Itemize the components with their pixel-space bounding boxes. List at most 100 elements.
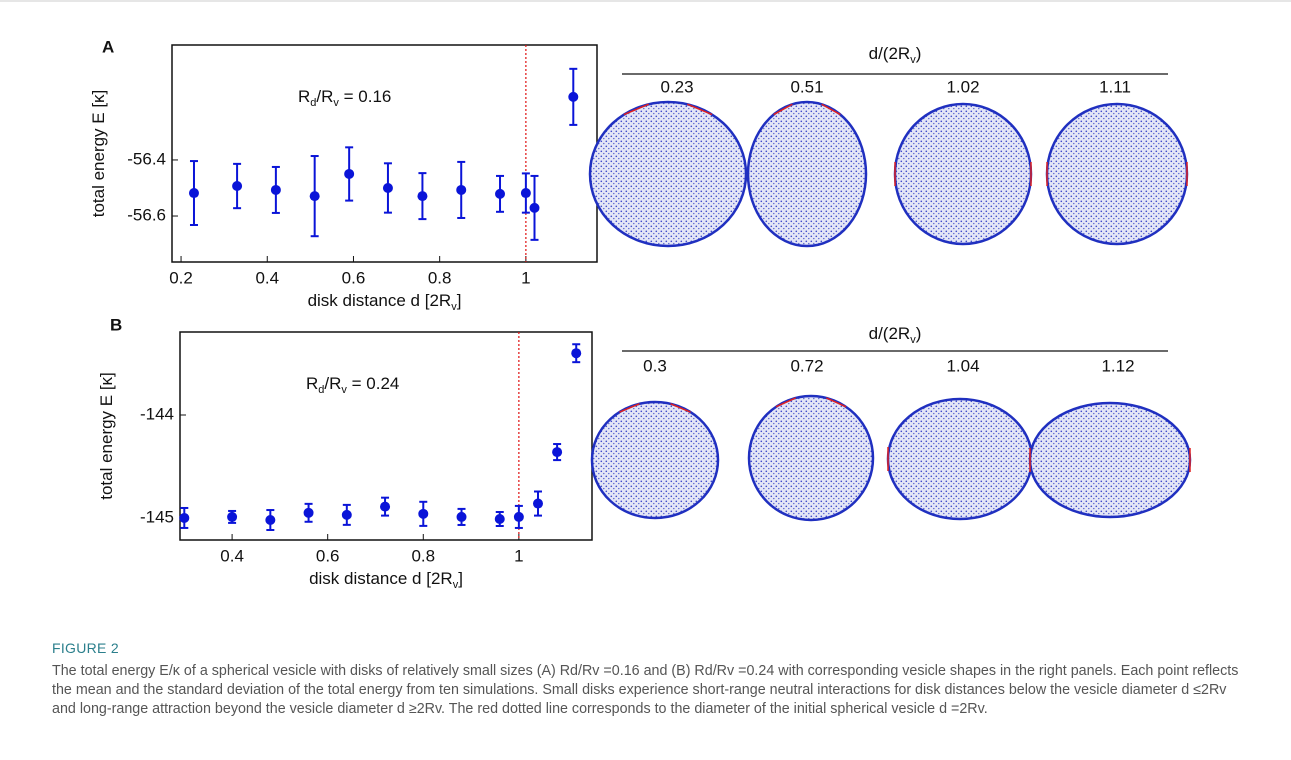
data-point: [382, 182, 393, 193]
shape-panel-title-part: ): [916, 324, 922, 343]
x-axis-title-part: ]: [458, 569, 463, 588]
shape-panel-title-part: ): [916, 44, 922, 63]
data-point: [418, 508, 429, 519]
figure: A0.2 0.4 0.6 0.8 1-56.6-56.4Rd/Rv = 0.16disk…: [0, 0, 1291, 591]
data-point: [341, 509, 352, 520]
disk: [826, 397, 847, 408]
y-axis-title-part: total energy E [κ]: [89, 90, 108, 218]
x-axis-title-part: v: [453, 579, 459, 591]
vesicle: [747, 394, 875, 522]
data-point: [571, 348, 582, 359]
vesicle: [746, 100, 868, 248]
annotation-part: R: [306, 374, 318, 393]
x-tick-label: 0.4: [220, 546, 244, 565]
shape-panel-title: d/(2Rv): [869, 44, 922, 65]
disk: [775, 397, 796, 408]
shape-panel-title-part: v: [910, 334, 916, 346]
shape-label: 1.02: [946, 77, 979, 96]
x-axis-title: disk distance d [2Rv]: [308, 291, 462, 312]
shape-label: 1.04: [946, 356, 979, 375]
x-tick-label: 1: [514, 546, 523, 565]
shape-label: 1.12: [1101, 356, 1134, 375]
annotation-part: d: [310, 97, 316, 109]
caption-text: The total energy E/κ of a spherical vesi…: [52, 663, 1239, 717]
y-axis-title: total energy E [κ]: [97, 372, 116, 500]
annotation-part: d: [318, 384, 324, 396]
y-tick-label: -56.6: [127, 206, 166, 225]
disk: [821, 103, 841, 116]
vesicle: [1045, 102, 1189, 246]
disk: [687, 103, 713, 116]
disk: [773, 103, 793, 116]
x-tick-label: 0.4: [255, 268, 279, 287]
data-point: [227, 511, 238, 522]
caption: FIGURE 2 The total energy E/κ of a spher…: [52, 640, 1247, 719]
annotation: Rd/Rv = 0.16: [298, 87, 391, 108]
disk: [619, 403, 640, 413]
shape-label: 1.11: [1099, 77, 1131, 96]
vesicle: [893, 102, 1033, 246]
data-point: [265, 515, 276, 526]
shape-label: 0.23: [660, 77, 693, 96]
disk: [670, 403, 691, 413]
vesicle: [590, 400, 720, 520]
vesicle: [886, 397, 1034, 521]
shape-label: 0.3: [643, 356, 667, 375]
x-axis-title-part: disk distance d [2R: [309, 569, 453, 588]
x-tick-label: 0.6: [316, 546, 340, 565]
annotation: Rd/Rv = 0.24: [306, 374, 399, 395]
data-point: [179, 512, 190, 523]
data-point: [417, 191, 428, 202]
panel-label: B: [110, 315, 122, 334]
shape-panel-title-part: v: [910, 54, 916, 66]
data-point: [309, 191, 320, 202]
caption-label: FIGURE 2: [52, 640, 119, 656]
y-axis-title: total energy E [κ]: [89, 90, 108, 218]
y-tick-label: -56.4: [127, 149, 166, 168]
shape-label: 0.72: [790, 356, 823, 375]
x-axis-title-part: v: [451, 301, 457, 313]
plot-frame: [179, 331, 593, 541]
x-axis-title: disk distance d [2Rv]: [309, 569, 463, 590]
data-point: [303, 507, 314, 518]
disk: [623, 103, 649, 116]
annotation-part: v: [333, 97, 339, 109]
panel-label: A: [102, 37, 114, 56]
vesicle: [1028, 401, 1192, 519]
shape-panel-title: d/(2Rv): [869, 324, 922, 345]
data-point: [344, 168, 355, 179]
x-tick-label: 0.8: [428, 268, 452, 287]
annotation-part: = 0.24: [347, 374, 399, 393]
y-axis-title-part: total energy E [κ]: [97, 372, 116, 500]
data-point: [568, 91, 579, 102]
vesicle: [588, 100, 748, 248]
shape-label: 0.51: [790, 77, 823, 96]
annotation-part: /R: [316, 87, 333, 106]
annotation-part: v: [341, 384, 347, 396]
x-axis-title-part: disk distance d [2R: [308, 291, 452, 310]
data-point: [495, 188, 506, 199]
annotation-part: R: [298, 87, 310, 106]
shape-panel-title-part: d/(2R: [869, 324, 911, 343]
data-point: [513, 511, 524, 522]
x-axis-title-part: ]: [457, 291, 462, 310]
y-tick-label: -144: [140, 404, 174, 423]
plot-frame: [171, 44, 598, 263]
data-point: [456, 184, 467, 195]
data-point: [380, 501, 391, 512]
data-point: [494, 513, 505, 524]
x-tick-label: 0.8: [411, 546, 435, 565]
data-point: [520, 188, 531, 199]
data-point: [188, 188, 199, 199]
data-point: [270, 184, 281, 195]
data-point: [529, 202, 540, 213]
x-tick-label: 1: [521, 268, 530, 287]
data-point: [456, 511, 467, 522]
annotation-part: = 0.16: [339, 87, 391, 106]
x-tick-label: 0.6: [342, 268, 366, 287]
data-point: [232, 181, 243, 192]
data-point: [532, 498, 543, 509]
y-tick-label: -145: [140, 507, 174, 526]
shape-panel-title-part: d/(2R: [869, 44, 911, 63]
